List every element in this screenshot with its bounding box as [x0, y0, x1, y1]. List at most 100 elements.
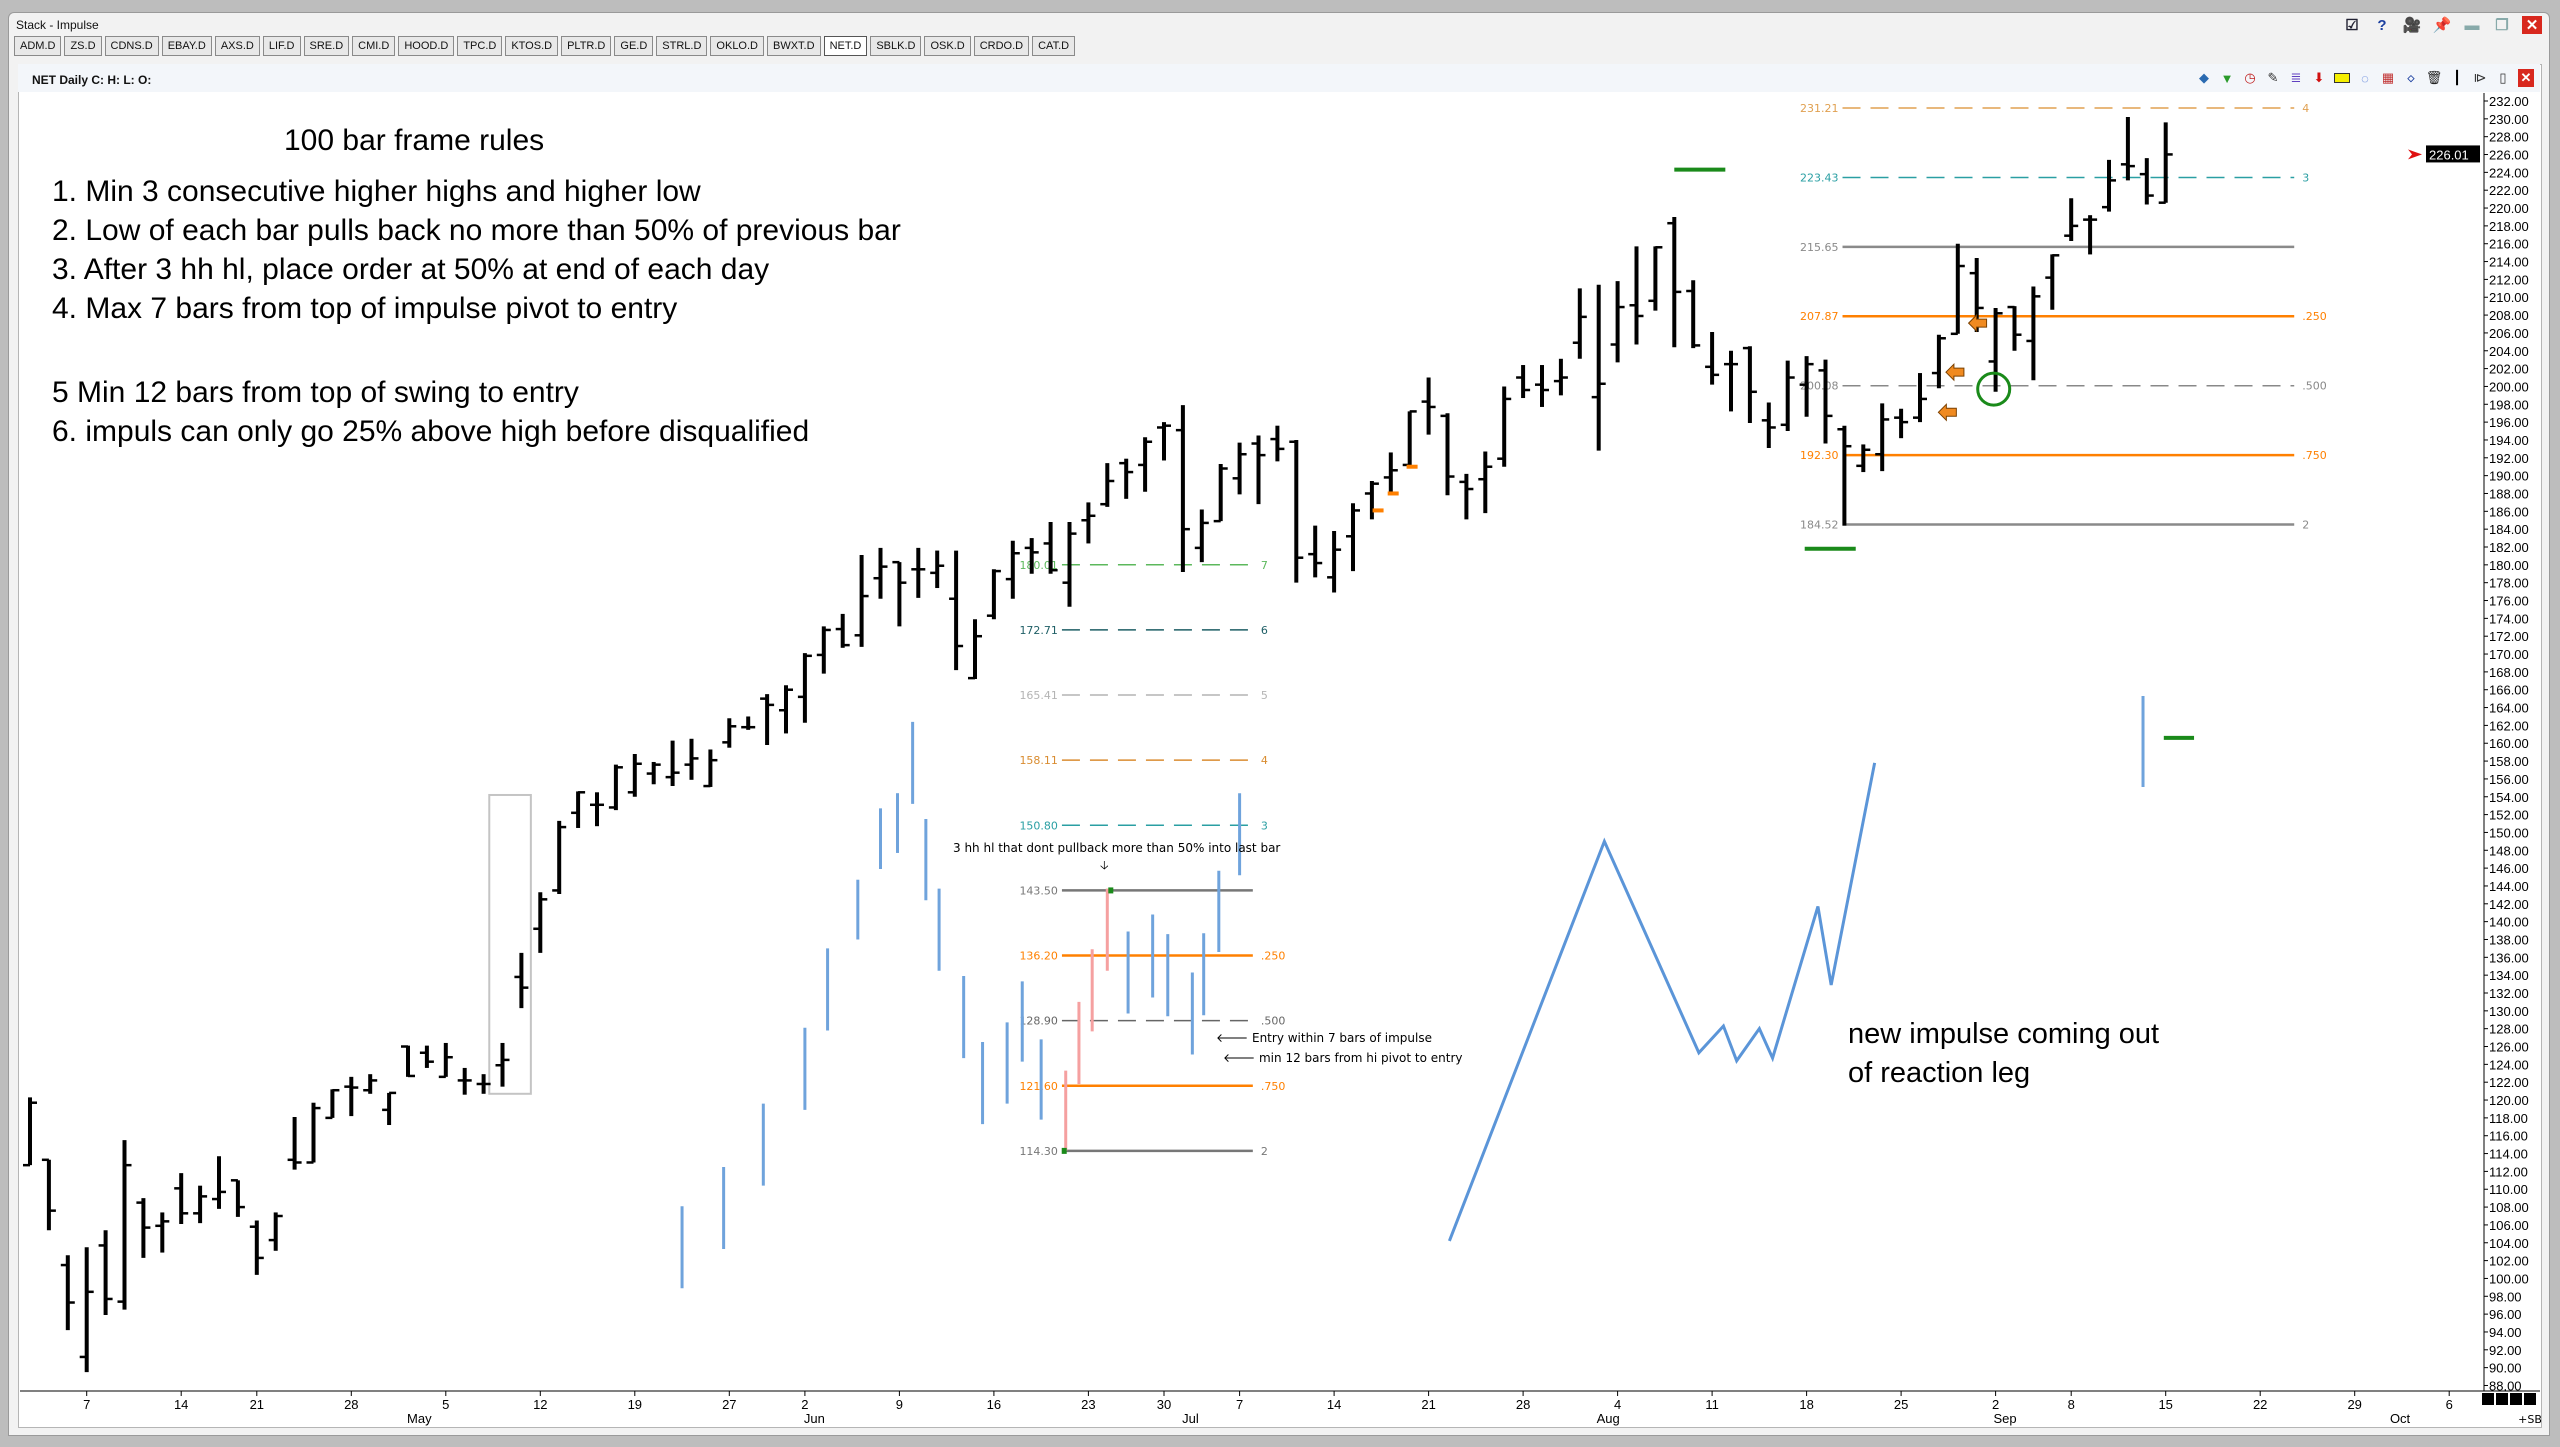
highlight-icon[interactable]	[2334, 69, 2350, 87]
tab-osk-d[interactable]: OSK.D	[924, 36, 971, 56]
ohlc-bar	[1005, 540, 1020, 599]
filter-icon[interactable]: ▼	[2220, 70, 2234, 86]
tab-ktos-d[interactable]: KTOS.D	[505, 36, 559, 56]
tab-lif-d[interactable]: LIF.D	[262, 36, 301, 56]
fib-price-label: 136.20	[1019, 950, 1058, 963]
ohlc-bar	[1100, 463, 1115, 507]
chart-toolbar: ◆ ▼ ◷ ✎ ≣ ⬇ ◌ ▦ ◇ 🗑 ┃ ⧐ ▯ ✕	[2196, 69, 2534, 87]
trash-icon[interactable]: 🗑	[2425, 70, 2443, 85]
fib-tag-label: 3	[1261, 819, 1268, 832]
close-chart-icon[interactable]: ✕	[2518, 69, 2534, 87]
ohlc-bar	[2007, 305, 2022, 351]
ohlc-bar	[1875, 403, 1890, 472]
scale-block	[2482, 1393, 2494, 1405]
tab-bwxt-d[interactable]: BWXT.D	[767, 36, 821, 56]
tab-pltr-d[interactable]: PLTR.D	[561, 36, 612, 56]
pivot-note: 🡐 min 12 bars from hi pivot to entry	[1223, 1051, 1463, 1065]
fib-price-label: 215.65	[1800, 241, 1839, 254]
ohlc-bar	[1931, 334, 1946, 389]
ohlc-bar	[2120, 117, 2135, 181]
price-tick-label: 122.00	[2489, 1075, 2529, 1090]
tab-ebay-d[interactable]: EBAY.D	[161, 36, 212, 56]
price-tick-label: 172.00	[2489, 629, 2529, 644]
ohlc-bar	[1251, 435, 1266, 505]
price-tick-label: 140.00	[2489, 915, 2529, 930]
clock-icon[interactable]: ◷	[2244, 70, 2256, 85]
price-tick-label: 126.00	[2489, 1040, 2529, 1055]
ohlc-bar	[1157, 422, 1171, 461]
restore-icon[interactable]: ❐	[2495, 17, 2509, 34]
tab-sblk-d[interactable]: SBLK.D	[870, 36, 922, 56]
date-tick-label: 16	[987, 1397, 1001, 1412]
ohlc-bar	[1289, 439, 1304, 583]
tab-strl-d[interactable]: STRL.D	[656, 36, 708, 56]
price-tick-label: 208.00	[2489, 308, 2529, 323]
price-tick-label: 182.00	[2489, 540, 2529, 555]
rule-spacer	[52, 328, 901, 373]
camera-icon[interactable]: 🎥	[2402, 17, 2422, 34]
tab-net-d[interactable]: NET.D	[823, 36, 868, 56]
ohlc-bar	[665, 740, 680, 787]
reset-icon[interactable]: ◇	[2407, 72, 2415, 83]
price-tick-label: 88.00	[2489, 1378, 2522, 1393]
tab-zs-d[interactable]: ZS.D	[64, 36, 102, 56]
date-tick-label: 28	[344, 1397, 358, 1412]
ohlc-bar	[892, 560, 907, 627]
grid-icon[interactable]: ▦	[2381, 70, 2395, 85]
fib-lines-icon[interactable]: ≣	[2290, 70, 2302, 85]
fib-price-label: 207.87	[1800, 310, 1839, 323]
tab-adm-d[interactable]: ADM.D	[14, 36, 62, 56]
circle-tool-icon[interactable]: ◌	[2361, 70, 2369, 86]
pin-icon[interactable]: 📌	[2432, 17, 2452, 34]
tab-sre-d[interactable]: SRE.D	[303, 36, 350, 56]
ohlc-bar	[590, 792, 604, 827]
rule-2: 2. Low of each bar pulls back no more th…	[52, 214, 901, 247]
ohlc-bar	[1705, 332, 1720, 385]
price-tick-label: 128.00	[2489, 1022, 2529, 1037]
help-icon[interactable]: ?	[2377, 16, 2387, 34]
last-price-label: 226.01	[2429, 147, 2469, 162]
ohlc-bar	[835, 613, 850, 648]
tab-ge-d[interactable]: GE.D	[614, 36, 654, 56]
rules-title: 100 bar frame rules	[284, 124, 545, 157]
price-tick-label: 202.00	[2489, 362, 2529, 377]
price-tick-label: 158.00	[2489, 754, 2529, 769]
tab-cdns-d[interactable]: CDNS.D	[104, 36, 159, 56]
down-arrow-icon[interactable]: ⬇	[2313, 70, 2325, 85]
ohlc-bar	[1459, 473, 1474, 520]
price-tick-label: 226.00	[2489, 148, 2529, 163]
pencil-icon[interactable]: ✎	[2267, 70, 2279, 85]
ohlc-bar	[1950, 243, 1965, 336]
ohlc-bar	[1629, 246, 1644, 345]
ohlc-bar	[1894, 408, 1909, 439]
ohlc-bar	[382, 1091, 397, 1126]
ohlc-bar	[136, 1198, 151, 1258]
ohlc-bar	[722, 718, 737, 748]
month-label: Aug	[1597, 1411, 1620, 1426]
close-icon[interactable]: ✕	[2522, 16, 2542, 34]
checklist-icon[interactable]: ☑	[2345, 17, 2359, 34]
fib-price-label: 180.01	[1019, 559, 1058, 572]
ohlc-bar	[1686, 280, 1701, 349]
date-tick-label: 12	[533, 1397, 547, 1412]
tab-oklo-d[interactable]: OKLO.D	[710, 36, 764, 56]
mirror-icon[interactable]: ⧐	[2473, 70, 2487, 85]
bar-style-icon[interactable]: ┃	[2453, 70, 2461, 85]
price-tick-label: 98.00	[2489, 1289, 2522, 1304]
minimize-icon[interactable]: ▬	[2464, 16, 2480, 34]
tab-tpc-d[interactable]: TPC.D	[457, 36, 503, 56]
tab-cmi-d[interactable]: CMI.D	[352, 36, 396, 56]
tab-cat-d[interactable]: CAT.D	[1032, 36, 1076, 56]
ohlc-bar	[2045, 254, 2060, 310]
ohlc-bar	[212, 1156, 226, 1209]
tab-hood-d[interactable]: HOOD.D	[398, 36, 455, 56]
rule-6: 6. impuls can only go 25% above high bef…	[52, 415, 810, 448]
tab-axs-d[interactable]: AXS.D	[214, 36, 260, 56]
tab-crdo-d[interactable]: CRDO.D	[973, 36, 1030, 56]
ohlc-bar	[193, 1185, 208, 1224]
layers-icon[interactable]: ◆	[2199, 70, 2209, 85]
candle-icon[interactable]: ▯	[2499, 70, 2507, 85]
ohlc-bar	[1648, 246, 1663, 311]
fib-tag-label: 3	[2302, 171, 2309, 184]
